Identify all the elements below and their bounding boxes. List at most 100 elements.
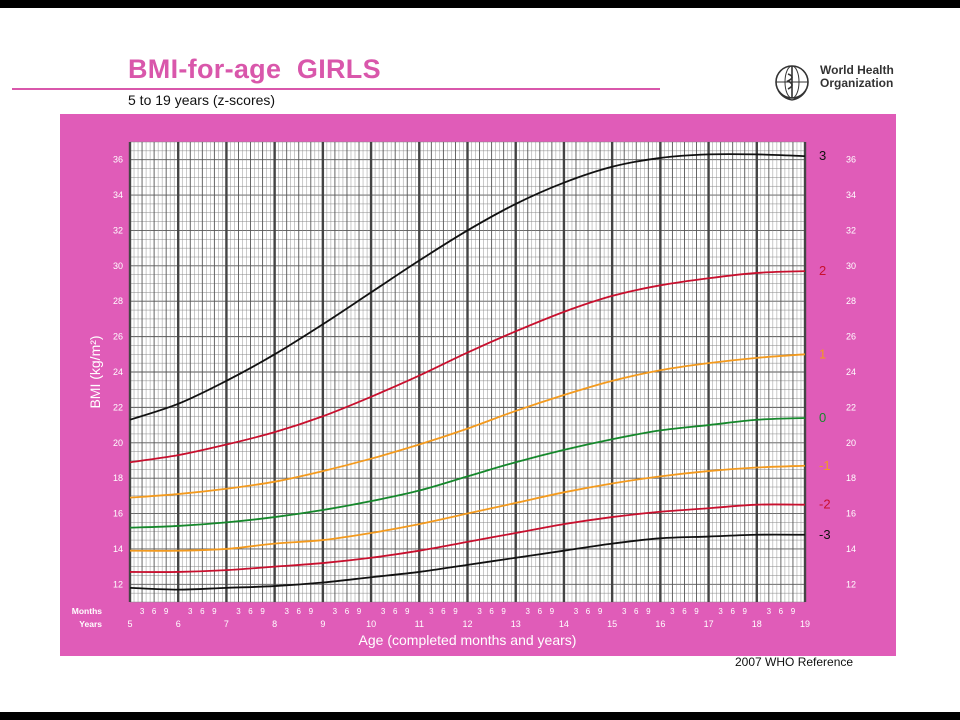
month-tick-label: 3 — [477, 607, 482, 616]
month-tick-label: 6 — [200, 607, 205, 616]
month-tick-label: 9 — [453, 607, 458, 616]
org-name-line1: World Health — [820, 63, 894, 77]
month-tick-label: 3 — [333, 607, 338, 616]
series-label-z1: 1 — [819, 346, 826, 361]
month-tick-label: 3 — [188, 607, 193, 616]
month-tick-label: 9 — [501, 607, 506, 616]
y-tick-label-left: 26 — [113, 332, 123, 342]
month-tick-label: 9 — [694, 607, 699, 616]
series-label-z-3: -3 — [819, 527, 831, 542]
year-tick-label: 15 — [607, 619, 617, 629]
month-tick-label: 6 — [393, 607, 398, 616]
month-tick-label: 6 — [152, 607, 157, 616]
series-line-z3 — [129, 153, 806, 421]
year-tick-label: 18 — [752, 619, 762, 629]
y-tick-label-right: 24 — [846, 367, 856, 377]
month-tick-label: 6 — [586, 607, 591, 616]
year-tick-label: 11 — [415, 619, 424, 629]
month-tick-label: 3 — [574, 607, 579, 616]
y-tick-label-right: 16 — [846, 509, 856, 519]
month-tick-label: 3 — [284, 607, 289, 616]
month-tick-label: 6 — [538, 607, 543, 616]
series-line-z-3 — [129, 533, 806, 591]
y-tick-label-right: 22 — [846, 402, 856, 412]
series-label-z-1: -1 — [819, 458, 831, 473]
y-tick-label-left: 24 — [113, 367, 123, 377]
month-tick-label: 6 — [779, 607, 784, 616]
page-title: BMI-for-age GIRLS — [128, 54, 381, 84]
months-row-label: Months — [72, 606, 102, 616]
year-tick-label: 10 — [366, 619, 376, 629]
series-line-z-1 — [129, 464, 806, 552]
month-tick-label: 6 — [682, 607, 687, 616]
y-tick-label-left: 28 — [113, 296, 123, 306]
series-label-z3: 3 — [819, 148, 826, 163]
month-tick-label: 9 — [309, 607, 314, 616]
month-tick-label: 6 — [634, 607, 639, 616]
month-tick-label: 3 — [140, 607, 145, 616]
year-tick-label: 19 — [800, 619, 810, 629]
y-axis-title: BMI (kg/m²) — [87, 335, 103, 408]
y-tick-label-right: 34 — [846, 190, 856, 200]
series-line-z1 — [129, 353, 806, 499]
month-tick-label: 9 — [550, 607, 555, 616]
year-tick-label: 8 — [272, 619, 277, 629]
y-tick-label-left: 20 — [113, 438, 123, 448]
title-underline — [12, 88, 660, 90]
series-label-z2: 2 — [819, 263, 826, 278]
month-tick-label: 3 — [381, 607, 386, 616]
year-tick-label: 14 — [559, 619, 569, 629]
y-tick-label-left: 16 — [113, 509, 123, 519]
month-tick-label: 9 — [598, 607, 603, 616]
slide: BMI-for-age GIRLS 5 to 19 years (z-score… — [0, 8, 960, 712]
year-tick-label: 7 — [224, 619, 229, 629]
month-tick-label: 6 — [345, 607, 350, 616]
reference-note: 2007 WHO Reference — [735, 655, 854, 669]
y-tick-label-right: 18 — [846, 473, 856, 483]
y-tick-label-left: 34 — [113, 190, 123, 200]
chart-panel: 3 2 1 0 -1 -2 -3 12 12 14 14 16 16 18 18 20 20 22 22 24 24 26… — [60, 114, 896, 656]
month-tick-label: 9 — [164, 607, 169, 616]
month-tick-label: 3 — [718, 607, 723, 616]
month-tick-label: 3 — [767, 607, 772, 616]
y-tick-label-right: 14 — [846, 544, 856, 554]
series-label-z-2: -2 — [819, 497, 831, 512]
month-tick-label: 6 — [297, 607, 302, 616]
years-row-label: Years — [79, 619, 102, 629]
year-tick-label: 5 — [127, 619, 132, 629]
y-tick-label-right: 36 — [846, 155, 856, 165]
y-tick-label-right: 20 — [846, 438, 856, 448]
series-line-z0 — [129, 417, 806, 529]
y-tick-label-right: 28 — [846, 296, 856, 306]
month-tick-label: 9 — [743, 607, 748, 616]
page-subtitle: 5 to 19 years (z-scores) — [128, 92, 276, 108]
month-tick-label: 6 — [730, 607, 735, 616]
year-tick-label: 9 — [320, 619, 325, 629]
month-tick-label: 3 — [670, 607, 675, 616]
month-tick-label: 9 — [646, 607, 651, 616]
year-tick-label: 12 — [462, 619, 472, 629]
y-tick-label-right: 12 — [846, 579, 856, 589]
year-tick-label: 17 — [704, 619, 714, 629]
who-organization-name: World Health Organization — [820, 64, 894, 90]
y-tick-label-left: 36 — [113, 155, 123, 165]
y-tick-label-left: 14 — [113, 544, 123, 554]
month-tick-label: 3 — [429, 607, 434, 616]
y-tick-label-left: 30 — [113, 261, 123, 271]
month-tick-label: 6 — [489, 607, 494, 616]
month-tick-label: 9 — [212, 607, 217, 616]
series-line-z-2 — [129, 503, 806, 573]
month-tick-label: 9 — [791, 607, 796, 616]
month-tick-label: 9 — [260, 607, 265, 616]
month-tick-label: 6 — [248, 607, 253, 616]
year-tick-label: 6 — [176, 619, 181, 629]
month-tick-label: 3 — [526, 607, 531, 616]
org-name-line2: Organization — [820, 76, 894, 90]
x-axis-title: Age (completed months and years) — [359, 632, 577, 648]
y-tick-label-left: 18 — [113, 473, 123, 483]
month-tick-label: 9 — [357, 607, 362, 616]
year-tick-label: 13 — [511, 619, 521, 629]
y-tick-label-left: 32 — [113, 225, 123, 235]
who-logo-icon — [775, 65, 809, 101]
